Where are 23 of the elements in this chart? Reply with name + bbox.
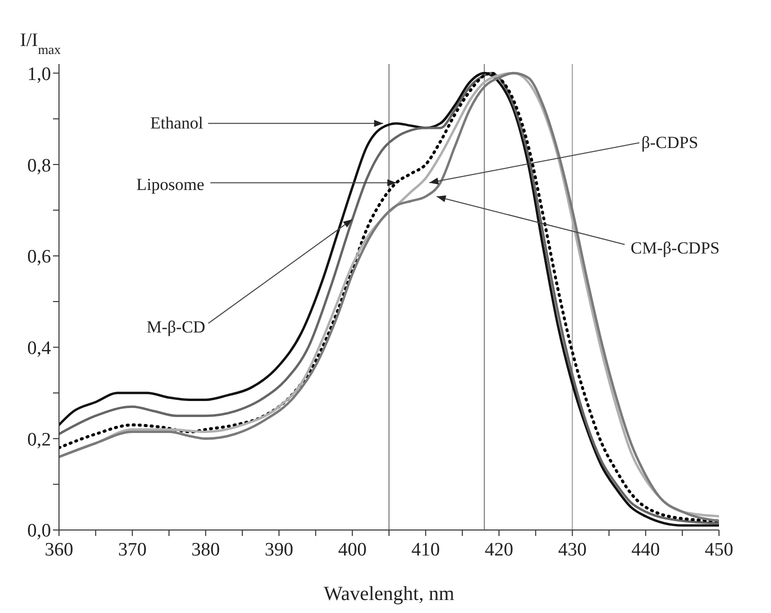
x-tick-label: 400	[338, 539, 367, 560]
y-tick-label: 0,2	[27, 429, 51, 450]
x-axis-title: Wavelenght, nm	[324, 583, 455, 605]
y-axis-title: I/I$_{max}$	[20, 30, 62, 56]
x-tick-label: 410	[411, 539, 440, 560]
x-tick-label: 380	[191, 539, 220, 560]
x-tick-label: 440	[631, 539, 660, 560]
y-tick-label: 0,4	[27, 338, 52, 359]
annotation: Ethanol	[150, 113, 204, 132]
x-tick-label: 450	[704, 539, 734, 560]
x-tick-label: 360	[44, 539, 74, 560]
x-tick-label: 430	[558, 539, 587, 560]
annotation: Liposome	[136, 174, 204, 194]
y-tick-label: 1,0	[27, 64, 51, 85]
x-tick-label: 370	[118, 539, 147, 560]
x-tick-label: 420	[484, 539, 514, 560]
annotation: β-CDPS	[641, 132, 698, 152]
y-tick-label: 0,6	[27, 246, 51, 268]
annotation: CM-β-CDPS	[630, 238, 720, 258]
annotation: M-β-CD	[146, 317, 206, 336]
y-tick-label: 0,8	[27, 155, 51, 176]
y-tick-label: 0,0	[27, 520, 51, 542]
x-tick-label: 390	[264, 539, 294, 560]
